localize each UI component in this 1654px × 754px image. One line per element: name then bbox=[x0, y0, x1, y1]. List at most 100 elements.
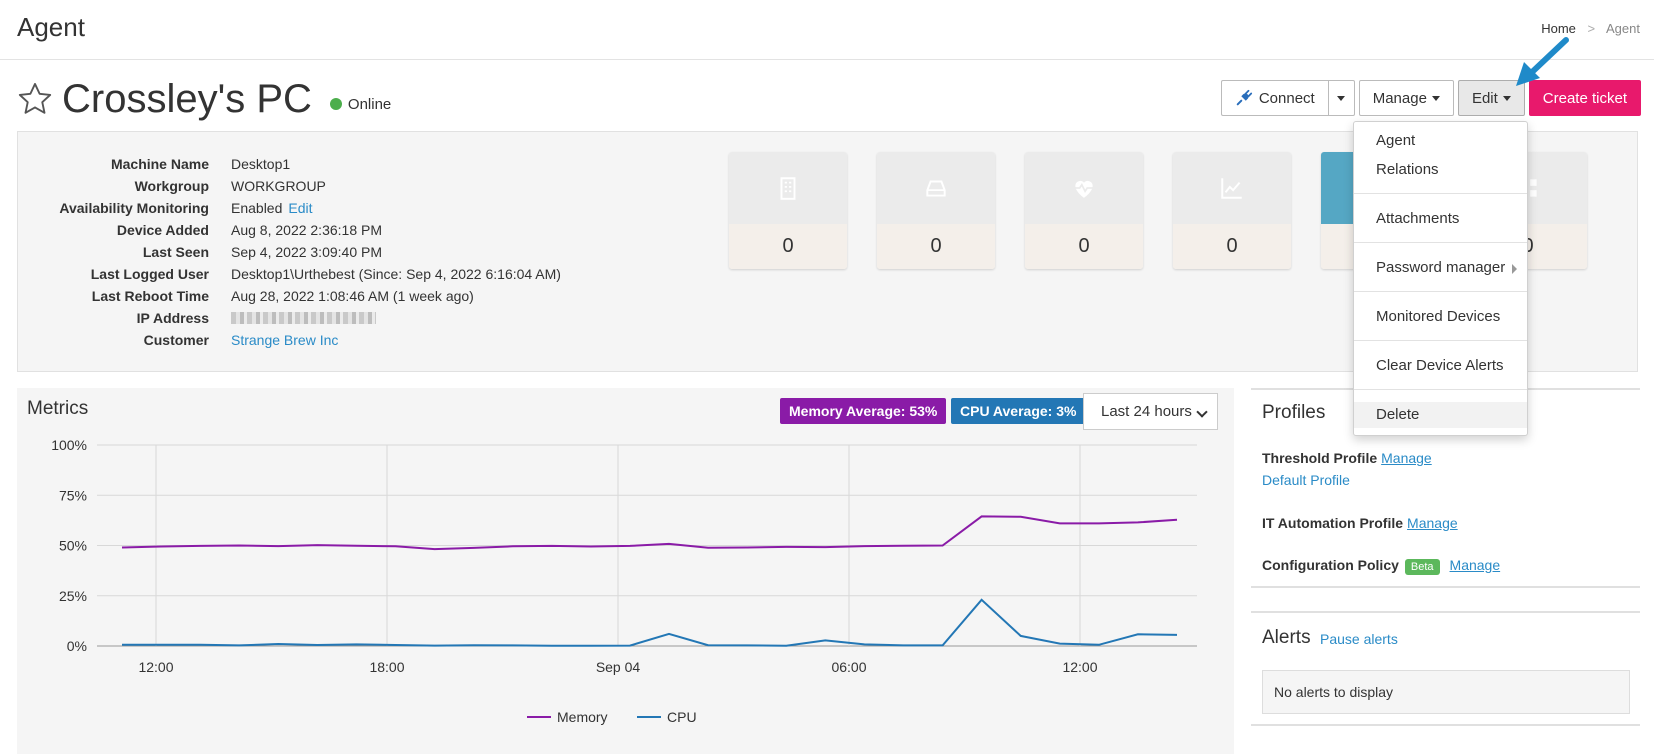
x-tick-label: 12:00 bbox=[1062, 659, 1097, 675]
edit-button[interactable]: Edit bbox=[1457, 80, 1525, 116]
legend-label: CPU bbox=[667, 709, 697, 725]
info-label: Last Reboot Time bbox=[91, 288, 209, 304]
caret-down-icon bbox=[1502, 95, 1511, 101]
info-row-customer: Customer Strange Brew Inc bbox=[18, 329, 561, 351]
building-icon bbox=[780, 177, 796, 200]
alerts-panel: Alerts Pause alerts No alerts to display bbox=[1251, 611, 1640, 726]
availability-edit-link[interactable]: Edit bbox=[288, 200, 313, 216]
device-title-row: Crossley's PC Online bbox=[16, 74, 391, 124]
menu-divider bbox=[1354, 193, 1527, 194]
availability-value: Enabled bbox=[231, 200, 283, 216]
tile-drive[interactable]: 0 bbox=[877, 152, 995, 269]
info-value: Sep 4, 2022 3:09:40 PM bbox=[231, 244, 382, 260]
info-value: Desktop1\Urthebest (Since: Sep 4, 2022 6… bbox=[231, 266, 561, 282]
info-label: Customer bbox=[143, 332, 209, 348]
info-label: Availability Monitoring bbox=[59, 200, 209, 216]
info-row-ip-address: IP Address bbox=[18, 307, 561, 329]
breadcrumb-separator: > bbox=[1587, 21, 1596, 36]
info-value: Aug 28, 2022 1:08:46 AM (1 week ago) bbox=[231, 288, 474, 304]
it-automation-label: IT Automation Profile bbox=[1262, 515, 1404, 531]
tile-count: 0 bbox=[729, 224, 847, 269]
menu-divider bbox=[1354, 242, 1527, 243]
y-tick-label: 25% bbox=[59, 588, 87, 604]
alerts-title: Alerts bbox=[1262, 627, 1311, 648]
metrics-title: Metrics bbox=[27, 398, 89, 419]
drive-icon bbox=[926, 180, 946, 197]
info-label: Workgroup bbox=[134, 178, 209, 194]
metrics-panel: Metrics Memory Average: 53% CPU Average:… bbox=[17, 388, 1234, 754]
star-icon[interactable] bbox=[16, 80, 54, 118]
submenu-arrow-icon bbox=[1512, 264, 1517, 274]
chart-line-icon bbox=[1221, 178, 1242, 199]
pause-alerts-link[interactable]: Pause alerts bbox=[1320, 631, 1398, 647]
menu-divider bbox=[1354, 291, 1527, 292]
edit-label: Edit bbox=[1471, 89, 1498, 107]
x-tick-label: 06:00 bbox=[831, 659, 866, 675]
menu-item-label: Password manager bbox=[1376, 259, 1506, 276]
menu-divider bbox=[1354, 340, 1527, 341]
time-range-select[interactable]: Last 24 hours bbox=[1083, 393, 1218, 430]
plug-icon bbox=[1236, 89, 1252, 106]
chevron-down-icon bbox=[1196, 406, 1208, 418]
info-value: Aug 8, 2022 2:36:18 PM bbox=[231, 222, 382, 238]
info-label: IP Address bbox=[136, 310, 209, 326]
app-title: Agent bbox=[17, 12, 85, 42]
info-value: Desktop1 bbox=[231, 156, 291, 172]
connect-button[interactable]: Connect bbox=[1220, 80, 1328, 116]
annotation-arrow-icon bbox=[1516, 37, 1569, 86]
tile-count: 0 bbox=[877, 224, 995, 269]
tile-building[interactable]: 0 bbox=[729, 152, 847, 269]
manage-button[interactable]: Manage bbox=[1358, 80, 1454, 116]
info-row-machine-name: Machine Name Desktop1 bbox=[18, 153, 561, 175]
status-badge: Online bbox=[329, 96, 391, 113]
configuration-manage-link[interactable]: Manage bbox=[1449, 557, 1501, 573]
x-tick-label: 18:00 bbox=[369, 659, 404, 675]
threshold-profile-row: Threshold Profile Manage bbox=[1262, 450, 1432, 466]
series-line-memory bbox=[121, 515, 1178, 551]
memory-average-badge: Memory Average: 53% bbox=[780, 398, 947, 424]
menu-item-delete[interactable]: Delete bbox=[1354, 402, 1527, 428]
edit-dropdown-menu: Agent Relations Attachments Password man… bbox=[1353, 121, 1528, 436]
series-line-cpu bbox=[122, 598, 1178, 647]
heartbeat-icon bbox=[1075, 180, 1093, 198]
breadcrumb-home[interactable]: Home bbox=[1541, 21, 1576, 36]
online-status-dot bbox=[329, 98, 342, 110]
x-tick-label: Sep 04 bbox=[596, 659, 641, 675]
y-tick-label: 0% bbox=[67, 638, 87, 654]
info-row-workgroup: Workgroup WORKGROUP bbox=[18, 175, 561, 197]
menu-item-monitored-devices[interactable]: Monitored Devices bbox=[1376, 308, 1501, 325]
customer-link[interactable]: Strange Brew Inc bbox=[231, 332, 339, 348]
breadcrumb: Home > Agent bbox=[1541, 21, 1640, 36]
menu-item-agent[interactable]: Agent bbox=[1376, 132, 1416, 149]
it-automation-manage-link[interactable]: Manage bbox=[1407, 515, 1458, 531]
tile-heartbeat[interactable]: 0 bbox=[1025, 152, 1143, 269]
page-title: Crossley's PC bbox=[62, 77, 312, 121]
menu-item-relations[interactable]: Relations bbox=[1376, 161, 1439, 178]
info-label: Last Logged User bbox=[90, 266, 209, 282]
it-automation-row: IT Automation Profile Manage bbox=[1262, 515, 1458, 531]
info-label: Last Seen bbox=[142, 244, 209, 260]
info-label: Device Added bbox=[116, 222, 209, 238]
info-value: Enabled Edit bbox=[231, 197, 313, 219]
tile-chart[interactable]: 0 bbox=[1173, 152, 1291, 269]
metrics-chart: 100% 75% 50% 25% 0% 12:00 18:00 Sep 04 06:00 12:0… bbox=[51, 438, 1197, 725]
time-range-value: Last 24 hours bbox=[1101, 403, 1192, 420]
no-alerts-message: No alerts to display bbox=[1262, 670, 1630, 714]
create-ticket-button[interactable]: Create ticket bbox=[1528, 80, 1641, 116]
caret-down-icon bbox=[1337, 95, 1346, 101]
threshold-profile-value-row: Default Profile bbox=[1262, 472, 1350, 488]
menu-item-clear-alerts[interactable]: Clear Device Alerts bbox=[1376, 357, 1504, 374]
threshold-manage-link[interactable]: Manage bbox=[1381, 450, 1432, 466]
configuration-policy-row: Configuration Policy Beta Manage bbox=[1262, 557, 1500, 575]
connect-dropdown-toggle[interactable] bbox=[1327, 80, 1355, 116]
tile-count: 0 bbox=[1173, 224, 1291, 269]
top-header: Agent Home > Agent bbox=[0, 0, 1654, 60]
info-row-availability: Availability Monitoring Enabled Edit bbox=[18, 197, 561, 219]
profiles-title: Profiles bbox=[1262, 402, 1326, 423]
y-tick-label: 50% bbox=[59, 538, 87, 554]
beta-badge: Beta bbox=[1404, 559, 1440, 575]
menu-item-attachments[interactable]: Attachments bbox=[1376, 210, 1460, 227]
threshold-profile-label: Threshold Profile bbox=[1262, 450, 1378, 466]
default-profile-link[interactable]: Default Profile bbox=[1262, 472, 1350, 488]
menu-item-password-manager[interactable]: Password manager bbox=[1354, 255, 1527, 281]
